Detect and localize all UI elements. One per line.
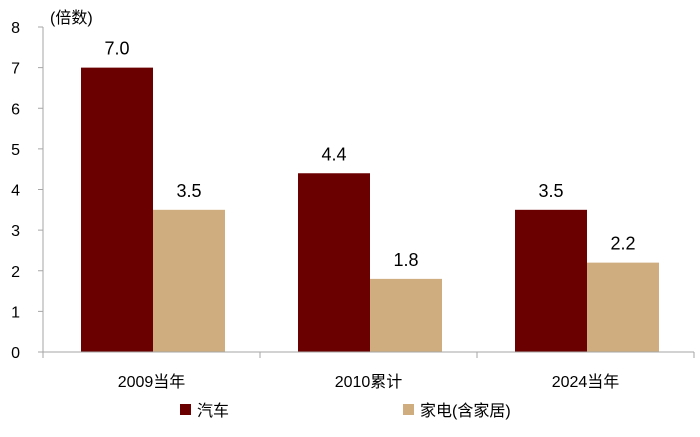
legend: 汽车 家电(含家居) [180,402,511,420]
y-tick-label: 8 [11,20,20,37]
x-category-labels-group: 2009当年 2010累计 2024当年 [118,373,620,391]
y-tick-label: 0 [11,345,20,362]
legend-swatch-series2 [403,404,414,415]
data-label-series2-1: 3.5 [176,181,201,201]
bar-series2-2 [370,278,442,352]
data-labels-group: 7.0 4.4 3.5 3.5 1.8 2.2 [104,39,635,270]
data-label-series2-2: 1.8 [393,250,418,270]
data-label-series1-3: 3.5 [538,181,563,201]
x-category-label: 2009当年 [118,373,186,391]
legend-label-series2: 家电(含家居) [420,402,511,420]
y-tick-label: 7 [11,61,20,78]
legend-swatch-series1 [180,404,191,415]
y-tick-label: 5 [11,142,20,159]
y-tick-labels-group: 0 1 2 3 4 5 6 7 8 [11,20,20,362]
data-label-series1-2: 4.4 [321,144,346,164]
bar-series2-1 [153,209,225,352]
x-category-label: 2024当年 [552,373,620,391]
bar-series2-3 [587,262,659,352]
data-label-series1-1: 7.0 [104,39,129,59]
data-label-series2-3: 2.2 [610,234,635,254]
bars-group [81,67,659,352]
bar-series1-2 [298,173,370,352]
bar-series1-3 [515,209,587,352]
x-category-label: 2010累计 [335,373,403,391]
legend-label-series1: 汽车 [197,402,229,420]
axes-group [38,26,695,358]
y-tick-label: 3 [11,223,20,240]
y-tick-label: 6 [11,101,20,118]
bar-series1-1 [81,67,153,352]
y-tick-label: 2 [11,264,20,281]
y-tick-label: 4 [11,183,20,200]
y-tick-label: 1 [11,304,20,321]
y-unit-label: (倍数) [50,9,93,27]
